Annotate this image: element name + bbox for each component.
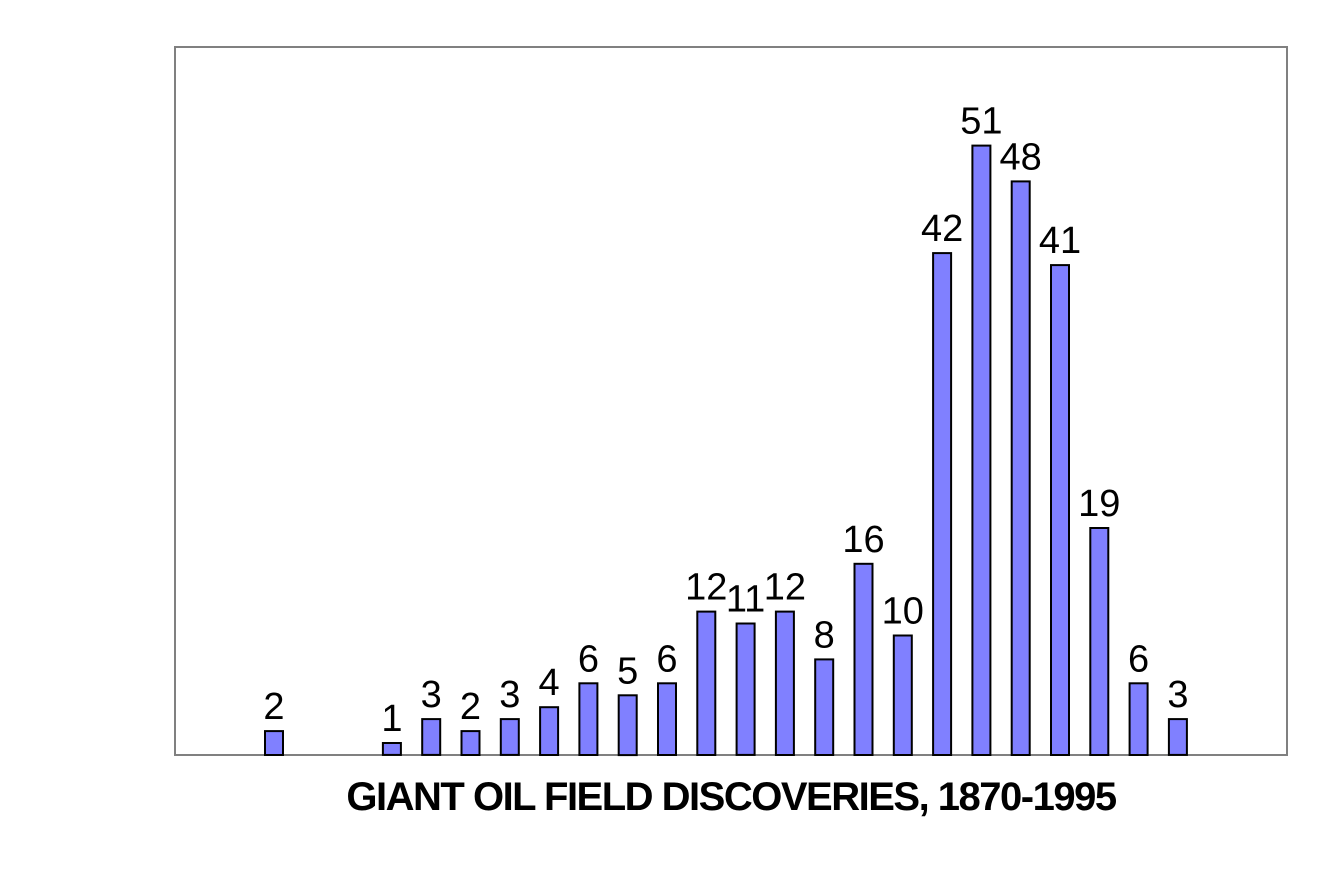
bar-22: [1128, 682, 1149, 756]
data-label-0: 2: [263, 686, 284, 728]
data-label-7: 4: [539, 662, 560, 704]
bar-12: [735, 622, 756, 756]
data-label-11: 12: [685, 567, 727, 609]
bar-3: [381, 742, 402, 756]
bar-19: [1010, 180, 1031, 756]
bar-21: [1089, 527, 1110, 756]
data-label-20: 41: [1039, 220, 1081, 262]
bar-10: [657, 682, 677, 756]
data-label-14: 8: [814, 614, 835, 656]
data-label-6: 3: [499, 674, 520, 716]
data-label-13: 12: [764, 567, 806, 609]
data-label-22: 6: [1128, 638, 1149, 680]
bar-20: [1050, 264, 1070, 756]
data-label-16: 10: [882, 591, 924, 633]
data-label-23: 3: [1167, 674, 1188, 716]
bar-13: [774, 610, 795, 756]
chart-title: GIANT OIL FIELD DISCOVERIES, 1870-1995: [346, 775, 1117, 819]
bar-group: [264, 144, 1188, 757]
bar-0: [264, 730, 284, 756]
data-label-21: 19: [1078, 483, 1120, 525]
data-label-9: 5: [617, 650, 638, 692]
data-label-3: 1: [381, 698, 402, 740]
data-label-10: 6: [656, 638, 677, 680]
bar-8: [578, 682, 599, 756]
data-label-17: 42: [921, 208, 963, 250]
bar-14: [814, 658, 835, 757]
bar-4: [421, 718, 442, 756]
bar-9: [617, 694, 638, 757]
bar-11: [696, 610, 717, 756]
data-label-18: 51: [960, 101, 1002, 143]
plot-area: [174, 46, 1288, 756]
bar-5: [460, 730, 481, 756]
bar-18: [971, 144, 992, 757]
data-label-15: 16: [842, 519, 884, 561]
data-label-4: 3: [421, 674, 442, 716]
bar-6: [499, 718, 520, 756]
data-label-19: 48: [1000, 136, 1042, 178]
data-label-5: 2: [460, 686, 481, 728]
data-label-8: 6: [578, 638, 599, 680]
bar-15: [853, 562, 874, 756]
bar-17: [932, 252, 953, 756]
bar-7: [539, 706, 560, 757]
data-label-12: 11: [726, 579, 765, 621]
bar-16: [892, 634, 913, 756]
bar-23: [1167, 718, 1188, 756]
